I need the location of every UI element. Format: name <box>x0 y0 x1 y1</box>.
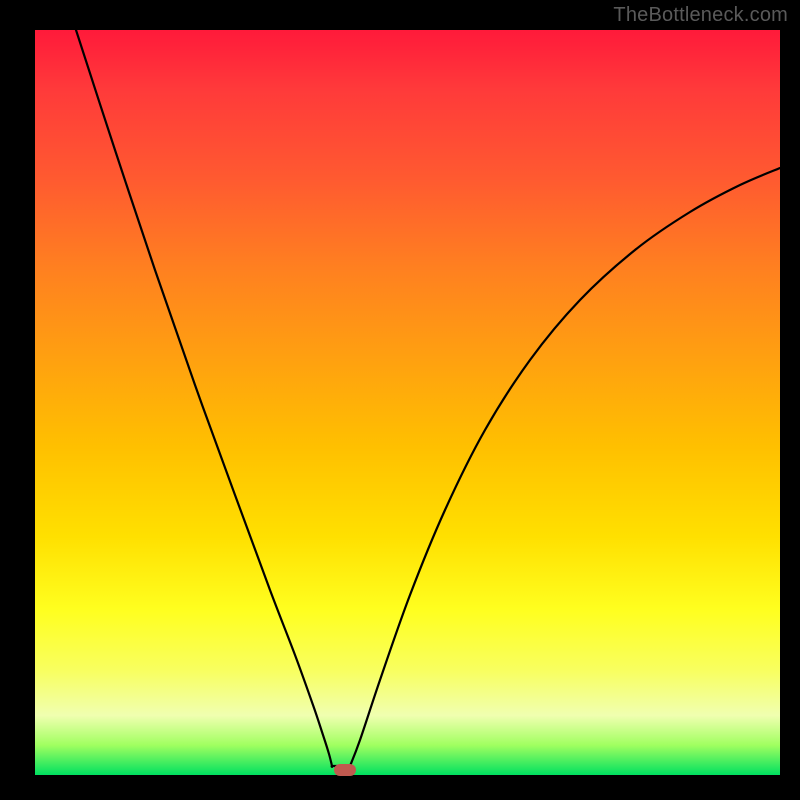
optimal-point-marker <box>334 764 356 776</box>
bottleneck-curve <box>35 30 780 775</box>
chart-plot-area <box>35 30 780 775</box>
watermark-text: TheBottleneck.com <box>613 4 788 27</box>
